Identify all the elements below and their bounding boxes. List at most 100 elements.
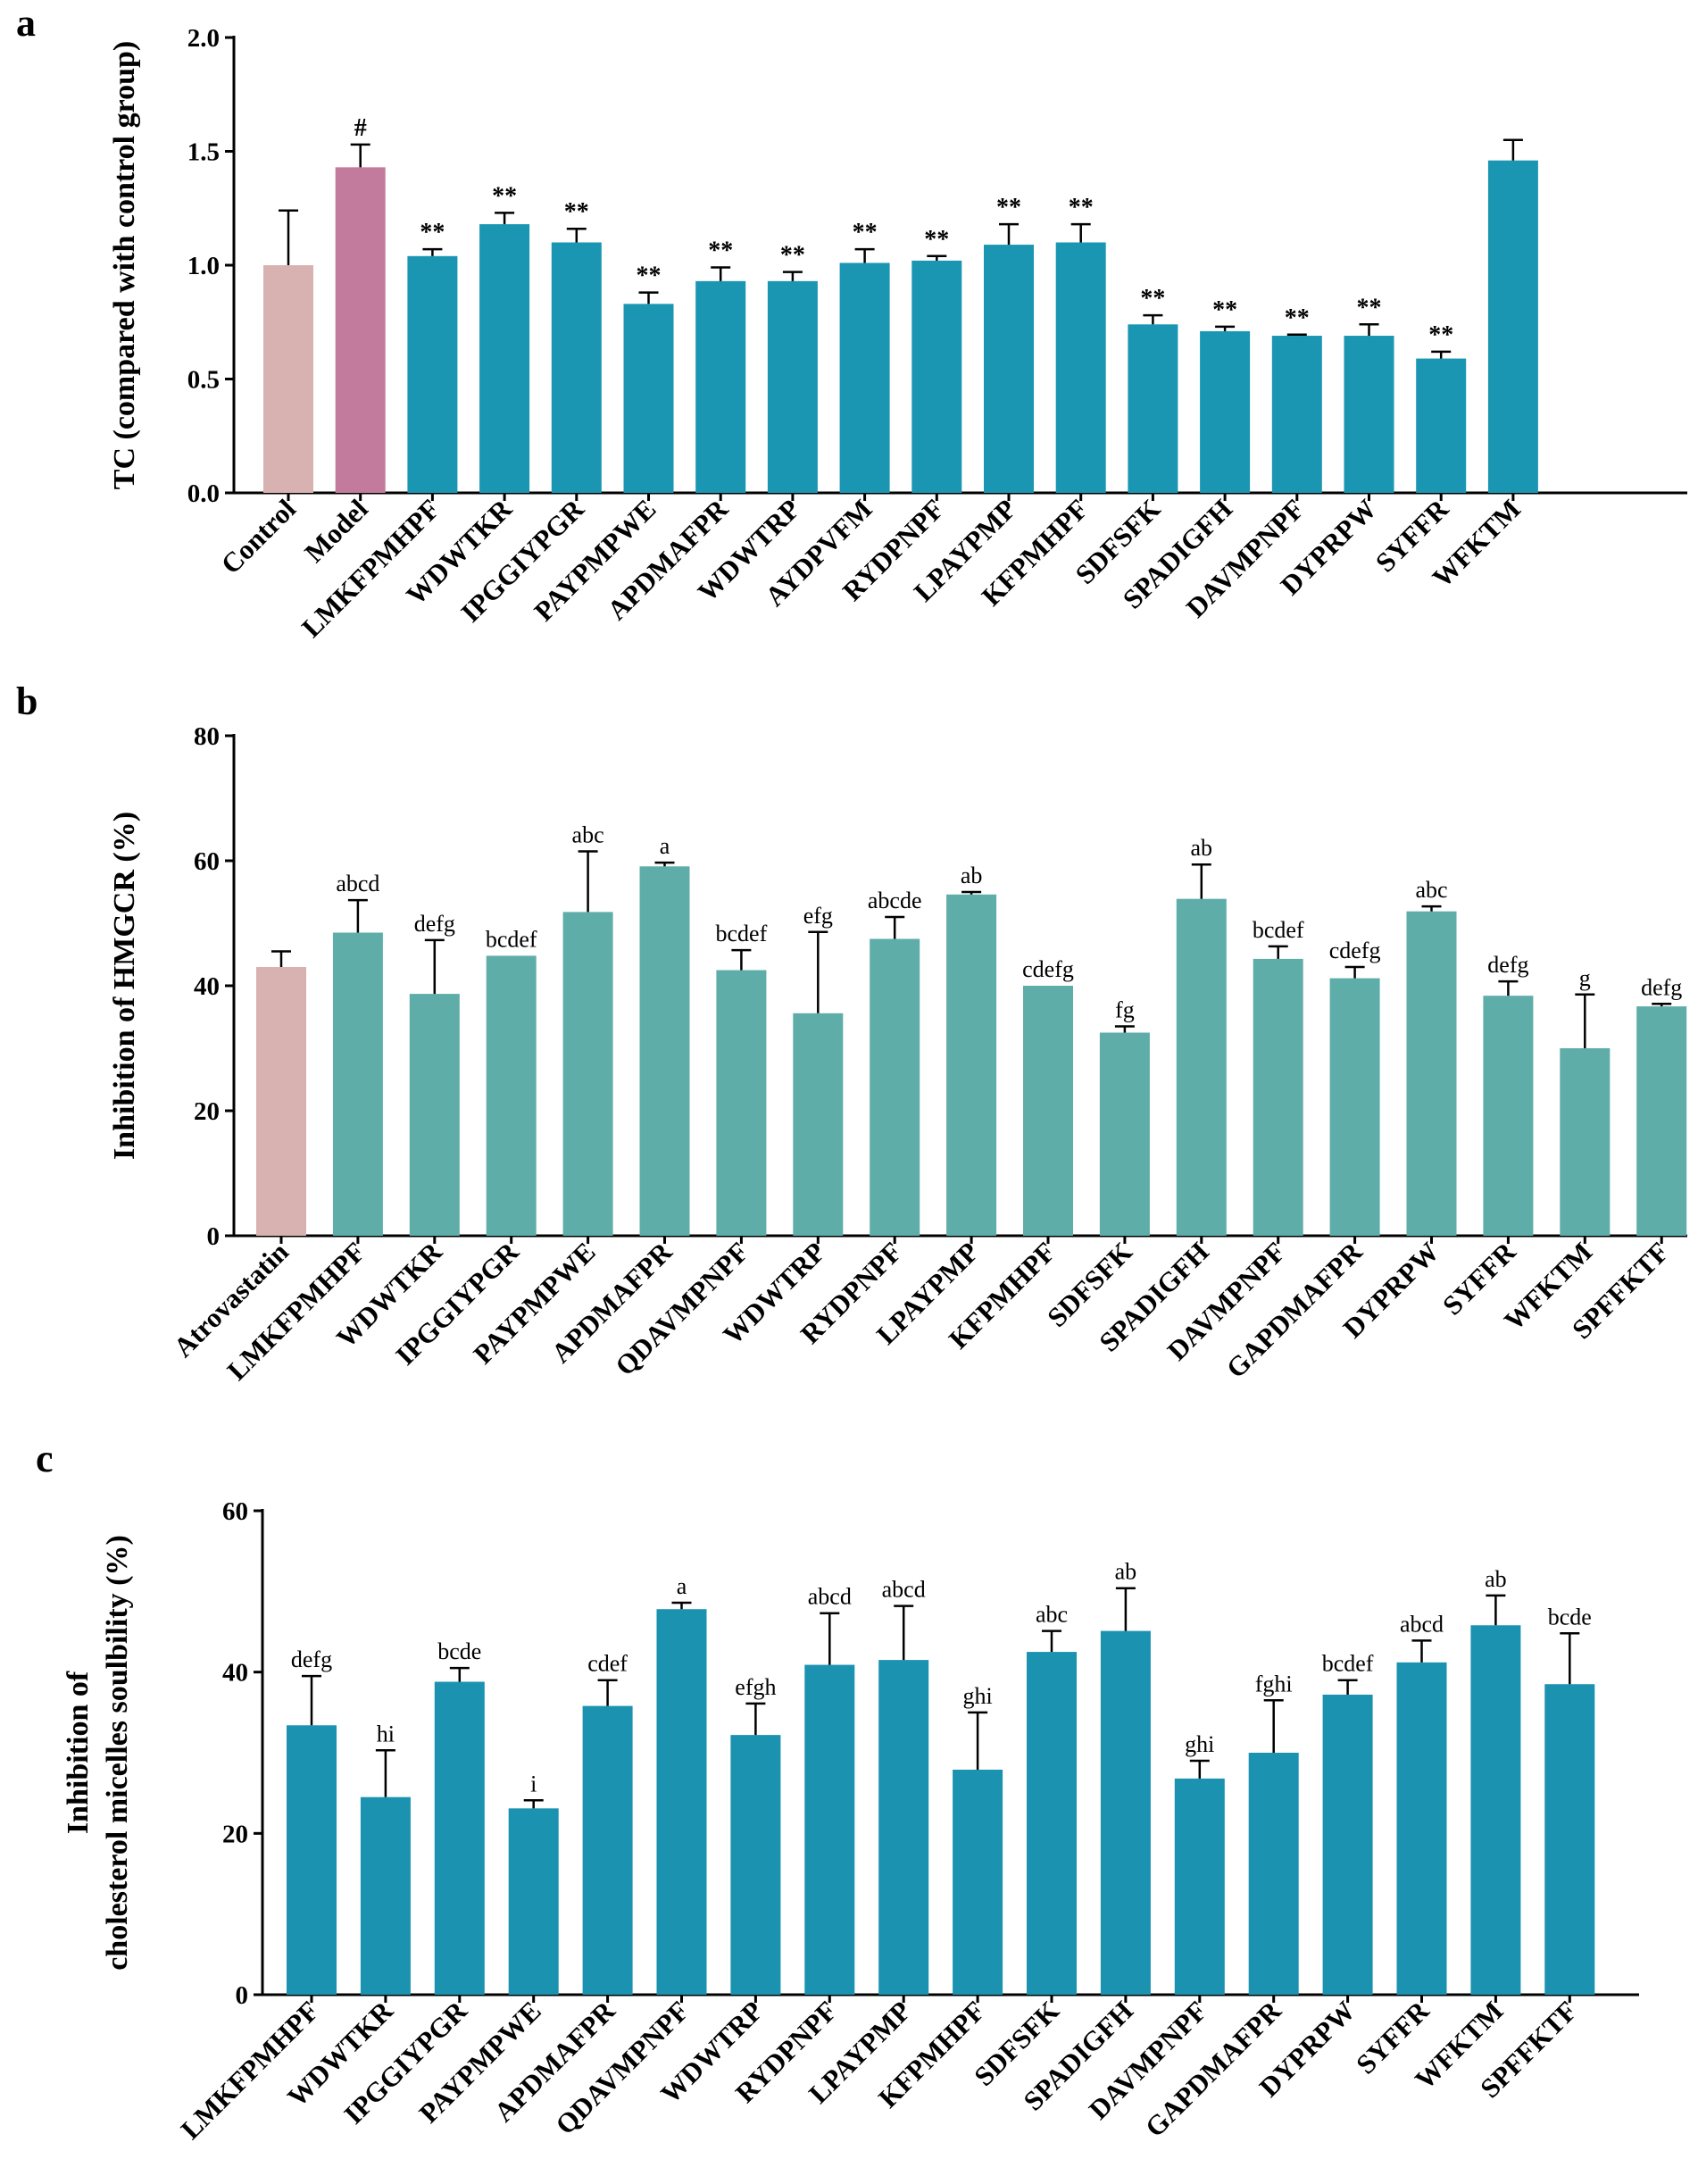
significance-label: ** <box>1357 294 1382 321</box>
significance-label: fg <box>1115 997 1135 1023</box>
significance-label: a <box>660 833 670 859</box>
bar-sdfsfk <box>1128 324 1178 493</box>
bar-paypmpwe <box>562 912 613 1236</box>
bar-syffr <box>1416 358 1467 493</box>
bar-ipggiypgr <box>551 242 602 493</box>
bar-wdwtkr <box>409 994 460 1236</box>
bar-spffktf <box>1636 1006 1687 1236</box>
bar-sdfsfk <box>1099 1032 1150 1236</box>
bar-wfktm <box>1487 160 1538 493</box>
bar-apdmafpr <box>639 866 690 1236</box>
bar-apdmafpr <box>582 1705 633 1995</box>
bar-ipggiypgr <box>434 1681 485 1995</box>
bar-syffr <box>1483 996 1534 1236</box>
bar-wdwtrp <box>730 1735 781 1995</box>
bar-dyprpw <box>1322 1694 1373 1995</box>
bar-kfpmhpf <box>1055 242 1106 493</box>
bar-wdwtkr <box>479 224 530 493</box>
significance-label: bcdef <box>486 926 537 952</box>
bar-lpaypmp <box>984 245 1034 493</box>
significance-label: ghi <box>1185 1731 1214 1757</box>
significance-label: ** <box>637 263 662 290</box>
y-tick-label: 40 <box>194 972 220 1001</box>
significance-label: ** <box>1140 285 1165 313</box>
y-tick-label: 20 <box>194 1097 220 1126</box>
bar-gapdmafpr <box>1329 978 1380 1236</box>
y-tick-label: 0.5 <box>187 366 220 395</box>
panel-letter-a: a <box>16 1 36 45</box>
significance-label: ab <box>1115 1559 1137 1585</box>
significance-label: cdefg <box>1022 956 1074 982</box>
bar-davmpnpf <box>1271 336 1322 493</box>
significance-label: abcd <box>336 871 379 896</box>
significance-label: ghi <box>962 1683 992 1709</box>
significance-label: bcdef <box>716 921 768 946</box>
significance-label: a <box>677 1573 687 1599</box>
bar-spadigfh <box>1200 330 1251 493</box>
bar-paypmpwe <box>508 1808 559 1995</box>
bar-wfktm <box>1560 1048 1611 1236</box>
significance-label: # <box>354 114 367 142</box>
bar-wdwtrp <box>767 280 818 493</box>
bar-wdwtkr <box>360 1796 411 1995</box>
y-tick-label: 1.0 <box>187 252 220 280</box>
bar-qdavmpnpf <box>656 1609 707 1995</box>
category-label-control: Control <box>215 493 303 580</box>
panel-letter-b: b <box>16 679 37 723</box>
bar-spadigfh <box>1100 1630 1151 1995</box>
y-tick-label: 0 <box>236 1981 249 2010</box>
bar-syffr <box>1396 1662 1447 1995</box>
bar-rydpnpf <box>804 1664 855 1995</box>
bar-lmkfpmhpf <box>332 932 383 1236</box>
significance-label: hi <box>377 1721 395 1746</box>
significance-label: ** <box>564 198 589 226</box>
significance-label: bcde <box>437 1638 481 1664</box>
bar-sdfsfk <box>1027 1652 1077 1995</box>
bar-dyprpw <box>1406 911 1457 1236</box>
significance-label: defg <box>1641 974 1682 1000</box>
bar-qdavmpnpf <box>716 970 767 1236</box>
bar-lpaypmp <box>946 894 997 1236</box>
significance-label: defg <box>1487 952 1528 978</box>
bar-aydpvfm <box>839 263 890 493</box>
bar-spffktf <box>1544 1684 1595 1995</box>
bar-model <box>335 167 386 493</box>
significance-label: ** <box>492 182 517 210</box>
bar-control <box>263 265 313 493</box>
significance-label: abcd <box>808 1584 852 1610</box>
significance-label: bcdef <box>1322 1651 1374 1677</box>
y-tick-label: 40 <box>222 1659 248 1688</box>
bar-lmkfpmhpf <box>287 1725 337 1995</box>
significance-label: ** <box>996 194 1021 221</box>
bar-davmpnpf <box>1253 958 1303 1236</box>
bar-lpaypmp <box>878 1660 929 1995</box>
bar-rydpnpf <box>870 938 920 1236</box>
significance-label: ab <box>1191 835 1213 861</box>
significance-label: fghi <box>1255 1671 1293 1696</box>
bar-dyprpw <box>1344 336 1394 493</box>
significance-label: cdefg <box>1329 938 1381 963</box>
significance-label: abcd <box>882 1577 926 1603</box>
significance-label: abcd <box>1400 1611 1444 1637</box>
y-tick-label: 1.5 <box>187 138 220 167</box>
bar-gapdmafpr <box>1248 1753 1299 1995</box>
bar-kfpmhpf <box>953 1769 1003 1995</box>
y-tick-label: 0 <box>207 1222 221 1251</box>
bar-apdmafpr <box>695 280 746 493</box>
significance-label: i <box>530 1771 537 1796</box>
bar-wfktm <box>1470 1625 1521 1995</box>
significance-label: abc <box>1036 1602 1068 1628</box>
bar-rydpnpf <box>911 260 962 493</box>
y-tick-label: 80 <box>194 722 220 751</box>
bar-wdwtrp <box>793 1013 844 1236</box>
bar-spadigfh <box>1176 898 1227 1236</box>
bar-ipggiypgr <box>486 955 537 1236</box>
significance-label: ab <box>1485 1566 1507 1592</box>
significance-label: g <box>1579 965 1591 991</box>
significance-label: ** <box>924 226 949 254</box>
y-axis-title: TC (compared with control group) <box>108 41 141 489</box>
y-axis-title: Inhibition of HMGCR (%) <box>108 812 141 1160</box>
significance-label: cdef <box>587 1651 628 1677</box>
